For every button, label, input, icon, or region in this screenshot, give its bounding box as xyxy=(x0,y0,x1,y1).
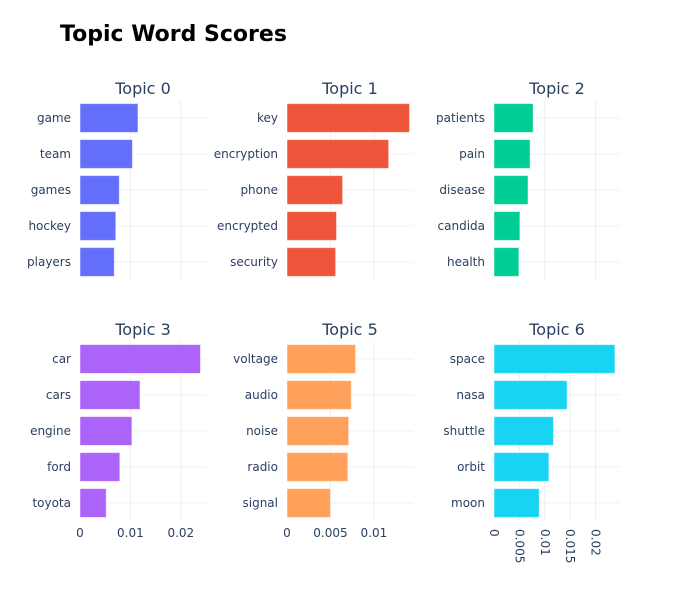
y-tick-label: radio xyxy=(247,460,278,474)
y-tick-label: moon xyxy=(451,496,485,510)
bar xyxy=(286,247,337,277)
bar xyxy=(286,380,352,410)
subplot-topic-0: game team games hockey players Topic 0 xyxy=(27,79,206,280)
bar xyxy=(286,139,390,169)
y-tick-label: key xyxy=(257,111,278,125)
bar xyxy=(79,416,133,446)
y-tick-label: patients xyxy=(436,111,485,125)
y-tick-label: signal xyxy=(243,496,279,510)
bar xyxy=(493,452,550,482)
x-tick-label: 0.005 xyxy=(512,529,526,563)
y-tick-label: ford xyxy=(47,460,71,474)
y-tick-label: noise xyxy=(246,424,278,438)
y-tick-label: hockey xyxy=(28,219,71,233)
y-tick-label: space xyxy=(450,352,485,366)
x-tick-label: 0.01 xyxy=(117,526,144,540)
y-tick-label: candida xyxy=(438,219,485,233)
x-tick-label: 0 xyxy=(76,526,84,540)
bar xyxy=(79,452,121,482)
y-tick-label: games xyxy=(31,183,71,197)
bar xyxy=(79,380,141,410)
y-tick-label: disease xyxy=(439,183,485,197)
y-tick-label: voltage xyxy=(233,352,278,366)
subplot-topic-2: patients pain disease candida health Topic 2 xyxy=(436,79,620,280)
y-tick-label: audio xyxy=(245,388,278,402)
y-tick-label: engine xyxy=(30,424,71,438)
bar xyxy=(79,139,133,169)
y-tick-label: pain xyxy=(459,147,485,161)
bar xyxy=(79,175,120,205)
subplot-title: Topic 6 xyxy=(528,320,585,339)
y-tick-label: players xyxy=(27,255,71,269)
bar xyxy=(79,488,107,518)
bar xyxy=(493,416,554,446)
bar xyxy=(493,344,616,374)
y-tick-label: phone xyxy=(240,183,278,197)
y-tick-label: encryption xyxy=(214,147,278,161)
y-tick-label: team xyxy=(40,147,71,161)
y-tick-label: cars xyxy=(46,388,71,402)
subplot-title: Topic 2 xyxy=(528,79,585,98)
x-tick-label: 0.015 xyxy=(563,529,577,563)
bar xyxy=(286,488,331,518)
subplot-title: Topic 3 xyxy=(114,320,171,339)
bar xyxy=(493,380,568,410)
bar xyxy=(493,211,521,241)
bar xyxy=(286,452,349,482)
bar xyxy=(79,103,139,133)
y-tick-label: encrypted xyxy=(217,219,278,233)
bar xyxy=(79,344,201,374)
bar xyxy=(493,247,520,277)
bar xyxy=(286,211,338,241)
subplot-title: Topic 1 xyxy=(321,79,378,98)
x-tick-label: 0.02 xyxy=(167,526,194,540)
x-tick-label: 0.01 xyxy=(538,529,552,556)
x-tick-label: 0.02 xyxy=(589,529,603,556)
y-tick-label: orbit xyxy=(457,460,485,474)
y-tick-label: car xyxy=(52,352,71,366)
bar xyxy=(286,103,411,133)
y-tick-label: game xyxy=(37,111,71,125)
bar xyxy=(493,175,529,205)
x-tick-label: 0.005 xyxy=(313,526,347,540)
bar xyxy=(286,175,344,205)
subplot-topic-6: space nasa shuttle orbit moon Topic 6 0 0.005 0.… xyxy=(443,320,620,563)
x-tick-label: 0 xyxy=(487,529,501,537)
page-title: Topic Word Scores xyxy=(60,22,287,47)
subplot-topic-5: voltage audio noise radio signal Topic 5 0 0.00… xyxy=(233,320,413,540)
x-tick-label: 0.01 xyxy=(361,526,388,540)
bar xyxy=(286,344,357,374)
bar xyxy=(286,416,350,446)
x-tick-label: 0 xyxy=(283,526,291,540)
y-tick-label: nasa xyxy=(456,388,485,402)
bar xyxy=(79,247,115,277)
subplot-topic-1: key encryption phone encrypted security Topic… xyxy=(214,79,413,280)
y-tick-label: toyota xyxy=(32,496,71,510)
subplot-topic-3: car cars engine ford toyota Topic 3 0 0.01 0.02 xyxy=(30,320,206,540)
bar xyxy=(493,488,540,518)
bar xyxy=(493,103,534,133)
y-tick-label: shuttle xyxy=(443,424,485,438)
bar xyxy=(79,211,117,241)
y-tick-label: security xyxy=(230,255,278,269)
y-tick-label: health xyxy=(447,255,485,269)
bar xyxy=(493,139,531,169)
subplot-title: Topic 0 xyxy=(114,79,171,98)
subplot-title: Topic 5 xyxy=(321,320,378,339)
